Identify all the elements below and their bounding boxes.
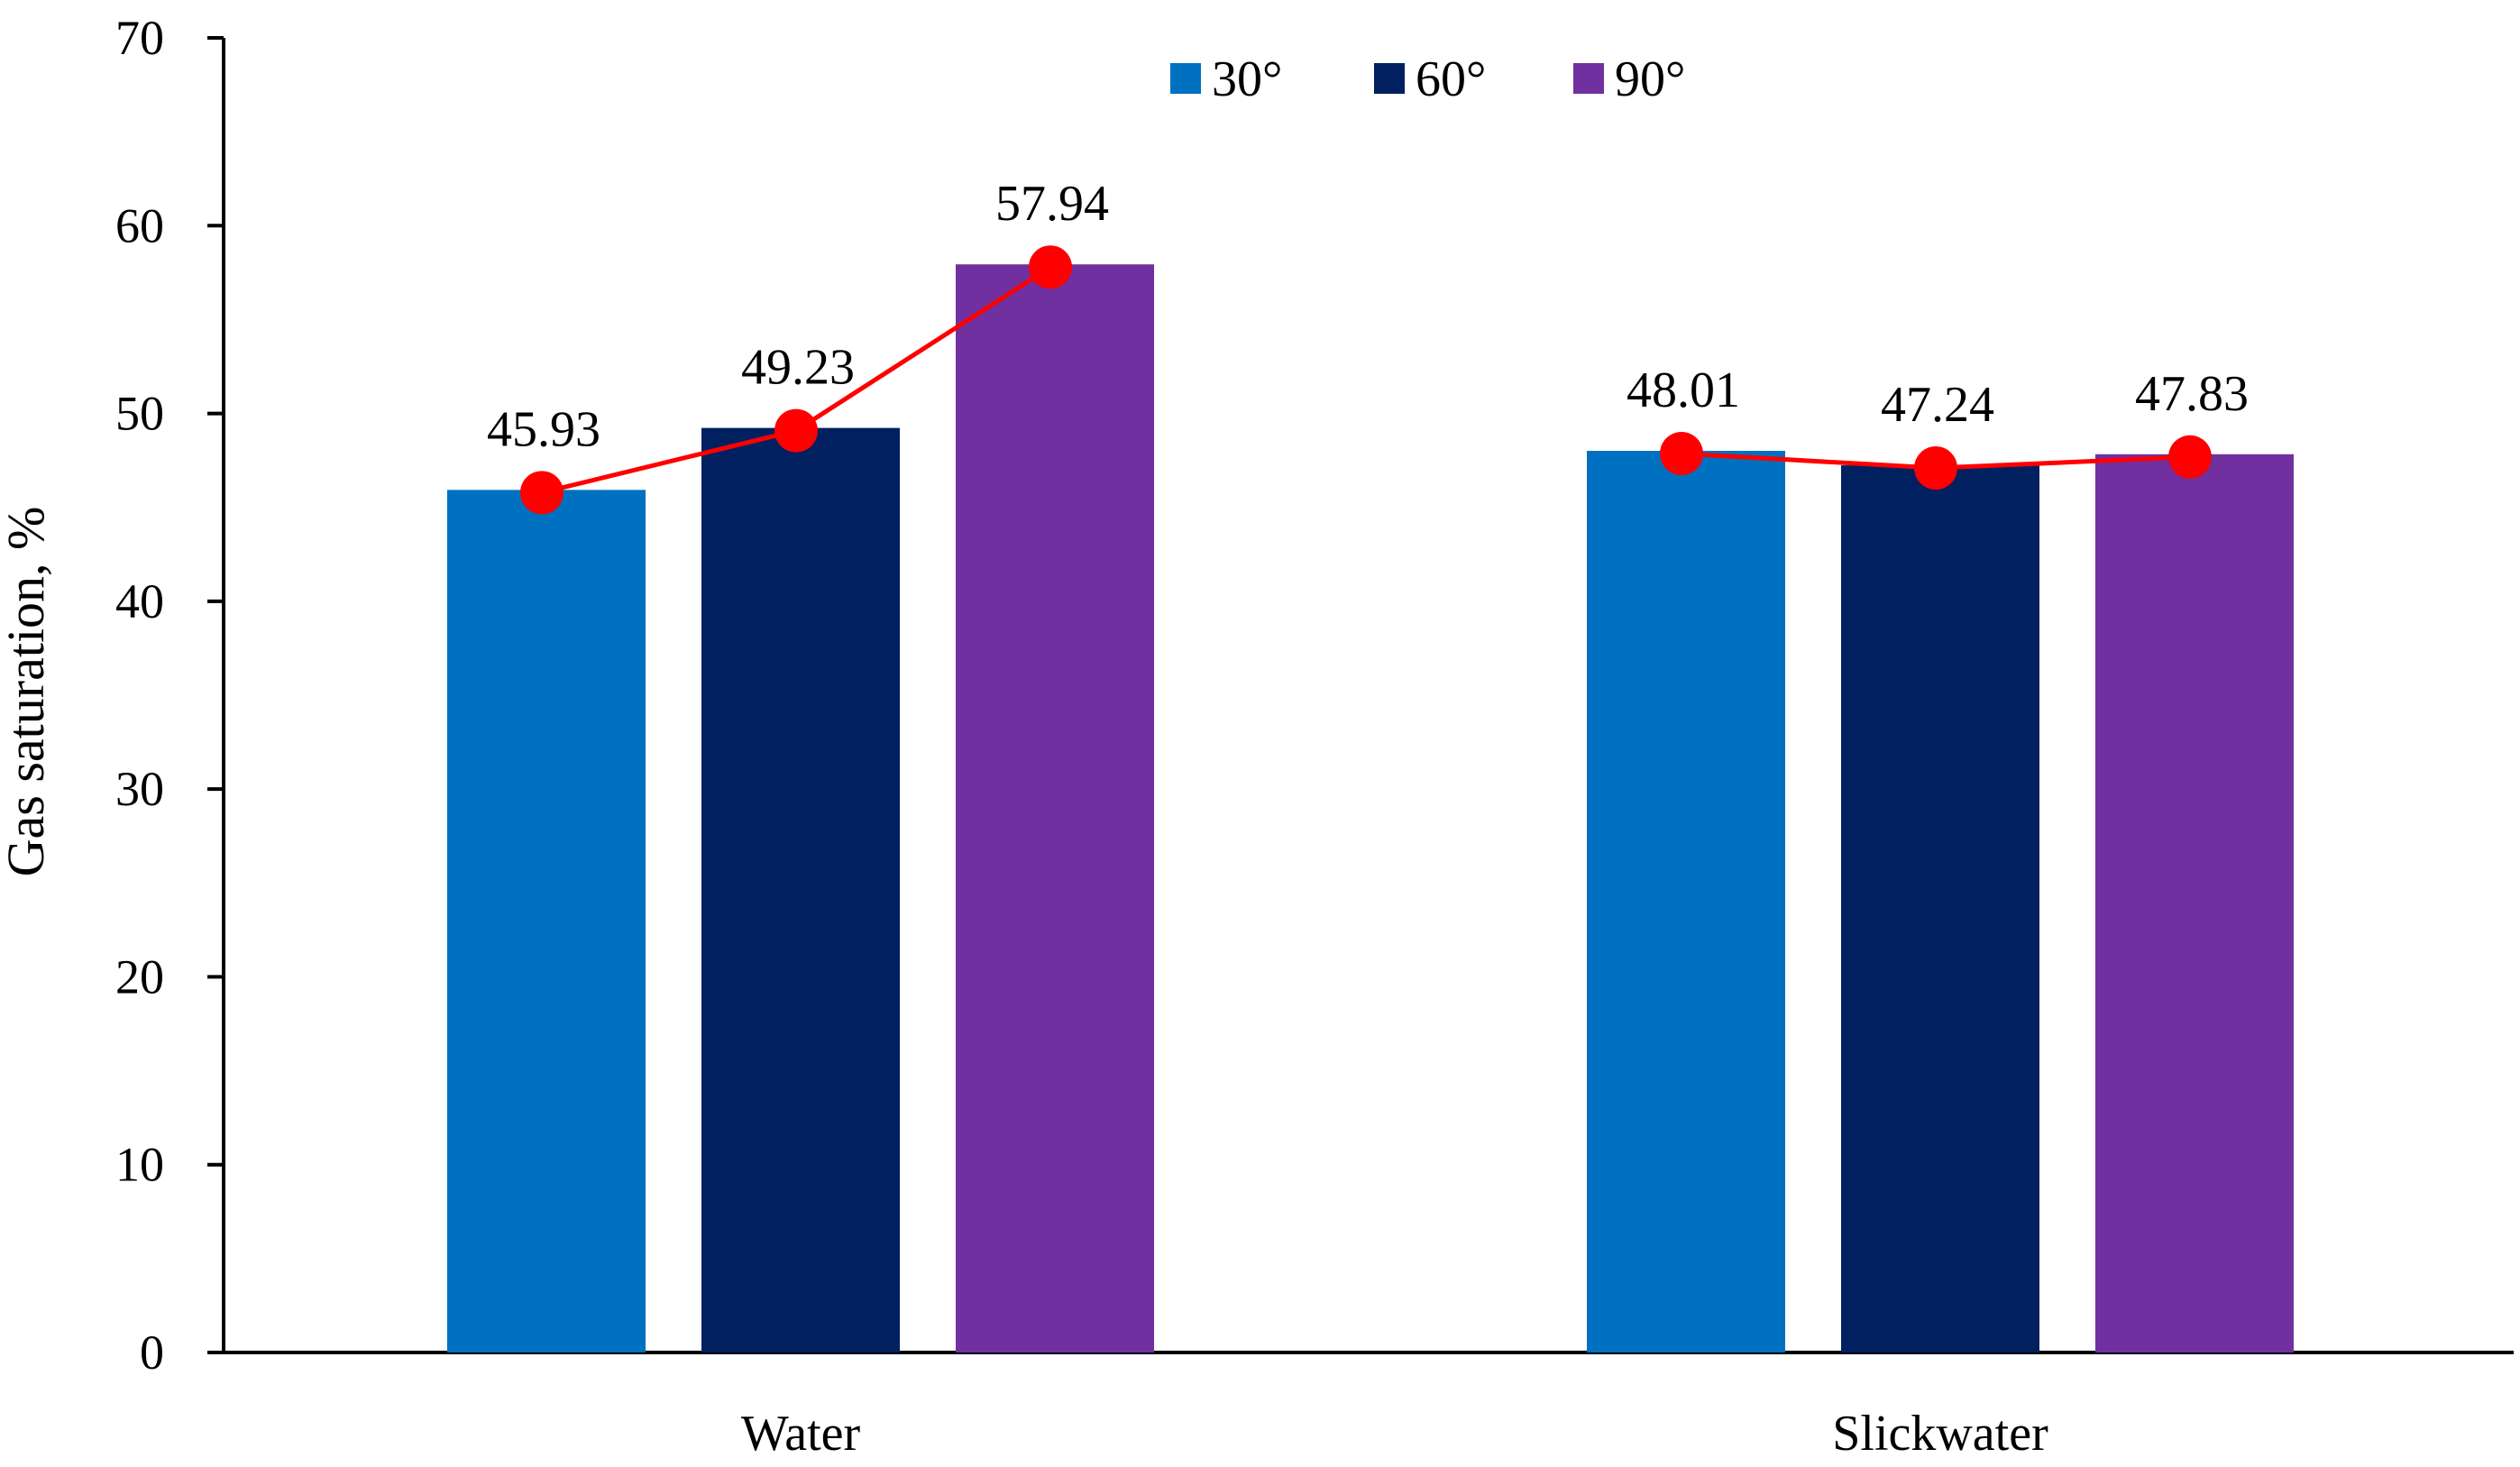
x-category-label: Slickwater: [1832, 1406, 2048, 1462]
data-label: 47.24: [1881, 377, 1994, 433]
bar: [701, 427, 900, 1353]
y-tick-label: 10: [115, 1138, 164, 1192]
bar: [1841, 465, 2039, 1352]
y-tick-label: 30: [115, 762, 164, 816]
y-axis-label: Gas saturation, %: [0, 507, 55, 877]
data-label: 57.94: [995, 176, 1109, 232]
bar: [1587, 451, 1785, 1353]
bars: [447, 264, 2294, 1353]
data-labels: 45.93 49.23 57.94 48.01 47.24 47.83: [487, 176, 2249, 457]
data-label: 48.01: [1627, 362, 1740, 418]
y-tick-label: 70: [115, 11, 164, 65]
bar: [2095, 454, 2294, 1353]
trend-marker: [2168, 435, 2212, 479]
y-tick-label: 60: [115, 198, 164, 252]
data-label: 49.23: [741, 340, 855, 396]
trend-marker: [1914, 446, 1957, 491]
data-label: 47.83: [2135, 366, 2249, 422]
legend-swatch: [1573, 63, 1604, 94]
legend-swatch: [1170, 63, 1201, 94]
bar: [447, 490, 646, 1352]
legend-swatch: [1374, 63, 1405, 94]
bar: [956, 264, 1154, 1352]
legend: 30° 60° 90°: [1170, 51, 1685, 107]
legend-label: 90°: [1615, 51, 1685, 107]
trend-lines: [520, 245, 2212, 515]
legend-label: 30°: [1212, 51, 1282, 107]
y-tick-label: 40: [115, 574, 164, 628]
y-tick-label: 50: [115, 387, 164, 441]
legend-label: 60°: [1416, 51, 1486, 107]
trend-marker: [1029, 245, 1072, 289]
y-tick-label: 20: [115, 949, 164, 1004]
trend-marker: [520, 471, 564, 515]
x-category-label: Water: [741, 1406, 861, 1462]
data-label: 45.93: [487, 401, 600, 457]
y-tick-label: 0: [140, 1325, 164, 1380]
trend-marker: [774, 408, 818, 453]
trend-marker: [1660, 432, 1703, 476]
